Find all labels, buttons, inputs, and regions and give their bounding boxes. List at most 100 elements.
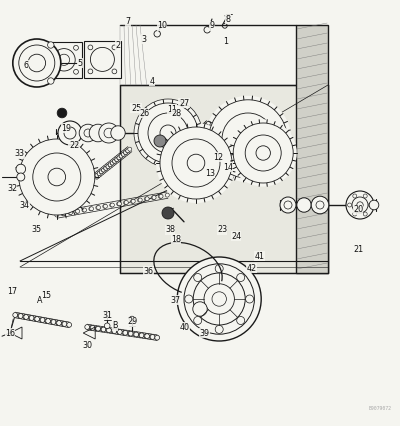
- Circle shape: [145, 334, 150, 339]
- Circle shape: [214, 171, 218, 176]
- Circle shape: [90, 325, 94, 330]
- Circle shape: [112, 45, 117, 50]
- Circle shape: [139, 333, 144, 338]
- Circle shape: [369, 200, 379, 210]
- Circle shape: [112, 69, 117, 74]
- Circle shape: [95, 173, 99, 177]
- Circle shape: [16, 164, 26, 174]
- Circle shape: [15, 135, 99, 219]
- Circle shape: [353, 212, 357, 216]
- Text: 42: 42: [246, 264, 256, 273]
- Text: 9: 9: [210, 21, 214, 30]
- Circle shape: [152, 196, 156, 200]
- Text: 8: 8: [226, 14, 230, 23]
- Circle shape: [111, 126, 125, 140]
- Circle shape: [90, 207, 94, 211]
- Circle shape: [101, 327, 106, 332]
- Circle shape: [219, 173, 223, 177]
- Circle shape: [35, 317, 40, 321]
- Circle shape: [61, 212, 65, 216]
- Circle shape: [177, 257, 261, 341]
- Text: 1: 1: [224, 37, 228, 46]
- Circle shape: [134, 99, 202, 167]
- Circle shape: [215, 265, 223, 273]
- Polygon shape: [296, 25, 328, 273]
- Circle shape: [100, 327, 105, 332]
- Circle shape: [117, 156, 121, 160]
- Circle shape: [103, 204, 107, 208]
- Circle shape: [13, 39, 61, 87]
- Text: 15: 15: [41, 291, 51, 299]
- Circle shape: [101, 168, 105, 172]
- Circle shape: [110, 203, 114, 207]
- Circle shape: [201, 126, 205, 130]
- Circle shape: [96, 326, 100, 331]
- Circle shape: [24, 314, 28, 320]
- Circle shape: [17, 173, 25, 181]
- Circle shape: [206, 122, 210, 126]
- Text: 21: 21: [353, 245, 363, 254]
- Circle shape: [352, 197, 368, 213]
- Circle shape: [126, 149, 130, 153]
- Circle shape: [99, 123, 119, 143]
- Circle shape: [198, 130, 202, 133]
- Circle shape: [34, 317, 39, 321]
- Circle shape: [61, 322, 66, 326]
- Circle shape: [138, 198, 142, 202]
- Circle shape: [162, 207, 174, 219]
- Circle shape: [85, 325, 90, 329]
- Text: 31: 31: [102, 311, 112, 320]
- Circle shape: [203, 124, 207, 128]
- Circle shape: [48, 168, 66, 186]
- Text: 37: 37: [170, 296, 180, 305]
- Circle shape: [33, 153, 81, 201]
- Circle shape: [51, 320, 56, 325]
- Bar: [84, 41, 121, 78]
- Circle shape: [58, 121, 82, 145]
- Circle shape: [206, 122, 210, 126]
- Text: 5: 5: [78, 58, 82, 67]
- Text: 14: 14: [223, 162, 233, 172]
- Circle shape: [88, 69, 93, 74]
- Circle shape: [50, 69, 54, 74]
- Circle shape: [219, 173, 223, 176]
- Text: 41: 41: [254, 252, 264, 261]
- Text: 3: 3: [142, 35, 146, 43]
- Circle shape: [145, 197, 149, 201]
- Circle shape: [68, 210, 72, 215]
- Text: 19: 19: [61, 124, 71, 133]
- Circle shape: [194, 273, 202, 282]
- Circle shape: [182, 164, 186, 168]
- Circle shape: [110, 161, 114, 165]
- Circle shape: [237, 273, 245, 282]
- Circle shape: [48, 42, 54, 48]
- Circle shape: [23, 314, 28, 319]
- Circle shape: [138, 198, 142, 202]
- Circle shape: [122, 152, 126, 156]
- Circle shape: [144, 334, 149, 338]
- Circle shape: [198, 168, 202, 172]
- Circle shape: [156, 123, 236, 203]
- Circle shape: [18, 314, 23, 318]
- Circle shape: [165, 193, 169, 197]
- Circle shape: [204, 124, 208, 127]
- Text: 16: 16: [5, 328, 15, 337]
- Circle shape: [13, 313, 18, 317]
- Circle shape: [110, 203, 114, 207]
- Circle shape: [148, 113, 188, 153]
- Circle shape: [50, 46, 54, 50]
- Circle shape: [39, 317, 44, 322]
- Circle shape: [104, 311, 110, 317]
- Text: 25: 25: [131, 104, 141, 113]
- Circle shape: [204, 284, 234, 314]
- Circle shape: [199, 129, 203, 132]
- Circle shape: [115, 158, 119, 161]
- Circle shape: [284, 201, 292, 209]
- Circle shape: [207, 121, 211, 125]
- Circle shape: [74, 69, 78, 74]
- Circle shape: [69, 210, 73, 215]
- Circle shape: [200, 128, 204, 132]
- Circle shape: [118, 330, 122, 334]
- Circle shape: [138, 333, 143, 337]
- Text: B: B: [112, 321, 118, 330]
